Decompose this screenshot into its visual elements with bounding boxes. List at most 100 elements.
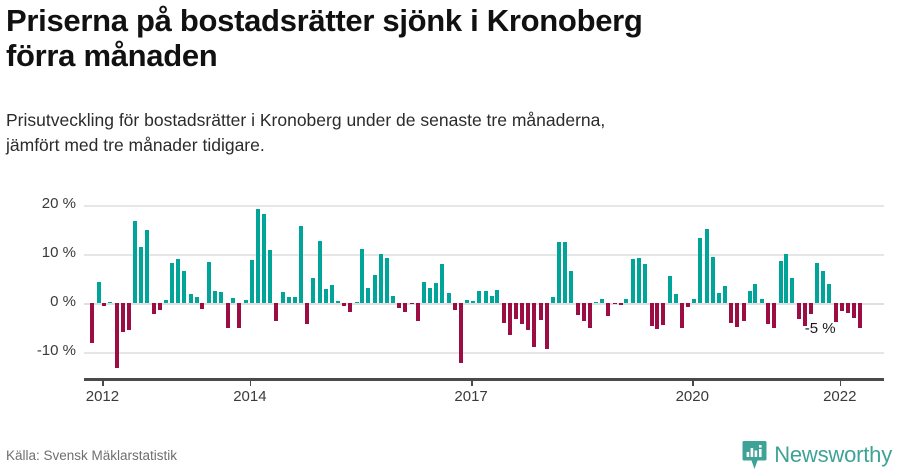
bar[interactable]: [495, 289, 500, 303]
bar[interactable]: [170, 262, 175, 303]
bar[interactable]: [661, 303, 666, 325]
bar[interactable]: [360, 249, 365, 303]
bar[interactable]: [280, 292, 285, 303]
bar[interactable]: [249, 260, 254, 303]
bar[interactable]: [237, 303, 242, 328]
bar[interactable]: [538, 303, 543, 321]
bar[interactable]: [544, 303, 549, 350]
bar[interactable]: [557, 241, 562, 303]
bar[interactable]: [373, 274, 378, 303]
bar[interactable]: [606, 303, 611, 316]
bar[interactable]: [502, 303, 507, 324]
bar[interactable]: [268, 249, 273, 303]
bar[interactable]: [594, 301, 599, 303]
bar[interactable]: [815, 263, 820, 303]
bar[interactable]: [802, 303, 807, 326]
bar[interactable]: [858, 303, 863, 328]
bar[interactable]: [163, 300, 168, 303]
bar[interactable]: [446, 292, 451, 303]
bar[interactable]: [329, 285, 334, 303]
bar[interactable]: [489, 296, 494, 303]
bar[interactable]: [421, 282, 426, 303]
bar[interactable]: [336, 301, 341, 303]
bar[interactable]: [231, 298, 236, 303]
bar[interactable]: [624, 299, 629, 303]
bar[interactable]: [821, 270, 826, 303]
bar[interactable]: [428, 287, 433, 303]
bar[interactable]: [188, 293, 193, 303]
bar[interactable]: [378, 254, 383, 303]
bar[interactable]: [139, 246, 144, 303]
bar[interactable]: [207, 261, 212, 303]
bar[interactable]: [323, 288, 328, 303]
bar[interactable]: [299, 226, 304, 303]
bar[interactable]: [452, 303, 457, 311]
bar[interactable]: [520, 303, 525, 324]
bar[interactable]: [213, 291, 218, 303]
bar[interactable]: [151, 303, 156, 314]
bar[interactable]: [397, 303, 402, 308]
bar[interactable]: [182, 271, 187, 303]
bar[interactable]: [698, 237, 703, 303]
bar[interactable]: [771, 303, 776, 328]
bar[interactable]: [403, 303, 408, 313]
bar[interactable]: [636, 258, 641, 303]
bar[interactable]: [157, 303, 162, 310]
bar[interactable]: [852, 303, 857, 318]
bar[interactable]: [126, 303, 131, 330]
bar[interactable]: [391, 295, 396, 303]
bar[interactable]: [102, 303, 107, 306]
bar[interactable]: [642, 264, 647, 303]
bar[interactable]: [581, 303, 586, 322]
bar[interactable]: [667, 275, 672, 303]
bar[interactable]: [409, 303, 414, 305]
bar[interactable]: [458, 303, 463, 364]
bar[interactable]: [532, 303, 537, 348]
bar[interactable]: [96, 281, 101, 303]
bar[interactable]: [194, 296, 199, 303]
bar[interactable]: [274, 303, 279, 322]
bar[interactable]: [471, 300, 476, 303]
bar[interactable]: [808, 303, 813, 315]
newsworthy-logo[interactable]: Newsworthy: [742, 440, 892, 470]
bar[interactable]: [760, 298, 765, 303]
bar[interactable]: [286, 297, 291, 303]
bar[interactable]: [262, 213, 267, 303]
bar[interactable]: [692, 298, 697, 303]
bar[interactable]: [839, 303, 844, 311]
bar[interactable]: [513, 303, 518, 320]
bar[interactable]: [133, 220, 138, 303]
bar[interactable]: [766, 303, 771, 325]
bar[interactable]: [845, 303, 850, 314]
bar[interactable]: [673, 293, 678, 303]
bar[interactable]: [311, 278, 316, 303]
bar[interactable]: [796, 303, 801, 319]
bar[interactable]: [366, 288, 371, 303]
bar[interactable]: [747, 291, 752, 303]
bar[interactable]: [729, 303, 734, 323]
bar[interactable]: [347, 303, 352, 312]
bar[interactable]: [354, 301, 359, 303]
bar[interactable]: [716, 293, 721, 303]
bar[interactable]: [618, 303, 623, 306]
bar[interactable]: [790, 277, 795, 303]
bar[interactable]: [563, 242, 568, 303]
bar[interactable]: [120, 303, 125, 333]
bar[interactable]: [483, 291, 488, 303]
bar[interactable]: [434, 282, 439, 303]
bar[interactable]: [108, 301, 113, 303]
bar[interactable]: [550, 297, 555, 303]
bar[interactable]: [569, 270, 574, 303]
bar[interactable]: [704, 229, 709, 303]
bar[interactable]: [114, 303, 119, 368]
bar[interactable]: [784, 253, 789, 303]
bar[interactable]: [292, 296, 297, 303]
bar[interactable]: [145, 229, 150, 303]
bar[interactable]: [225, 303, 230, 329]
bar[interactable]: [655, 303, 660, 329]
bar[interactable]: [317, 241, 322, 303]
bar[interactable]: [575, 303, 580, 316]
bar[interactable]: [723, 286, 728, 303]
bar[interactable]: [507, 303, 512, 335]
bar[interactable]: [255, 208, 260, 303]
